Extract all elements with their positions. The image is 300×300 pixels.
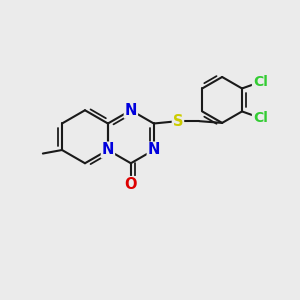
Text: N: N: [102, 142, 114, 158]
Text: Cl: Cl: [253, 75, 268, 89]
Text: O: O: [124, 177, 137, 192]
Text: N: N: [148, 142, 160, 158]
Text: Cl: Cl: [253, 111, 268, 125]
Text: S: S: [173, 114, 183, 129]
Text: N: N: [125, 103, 137, 118]
